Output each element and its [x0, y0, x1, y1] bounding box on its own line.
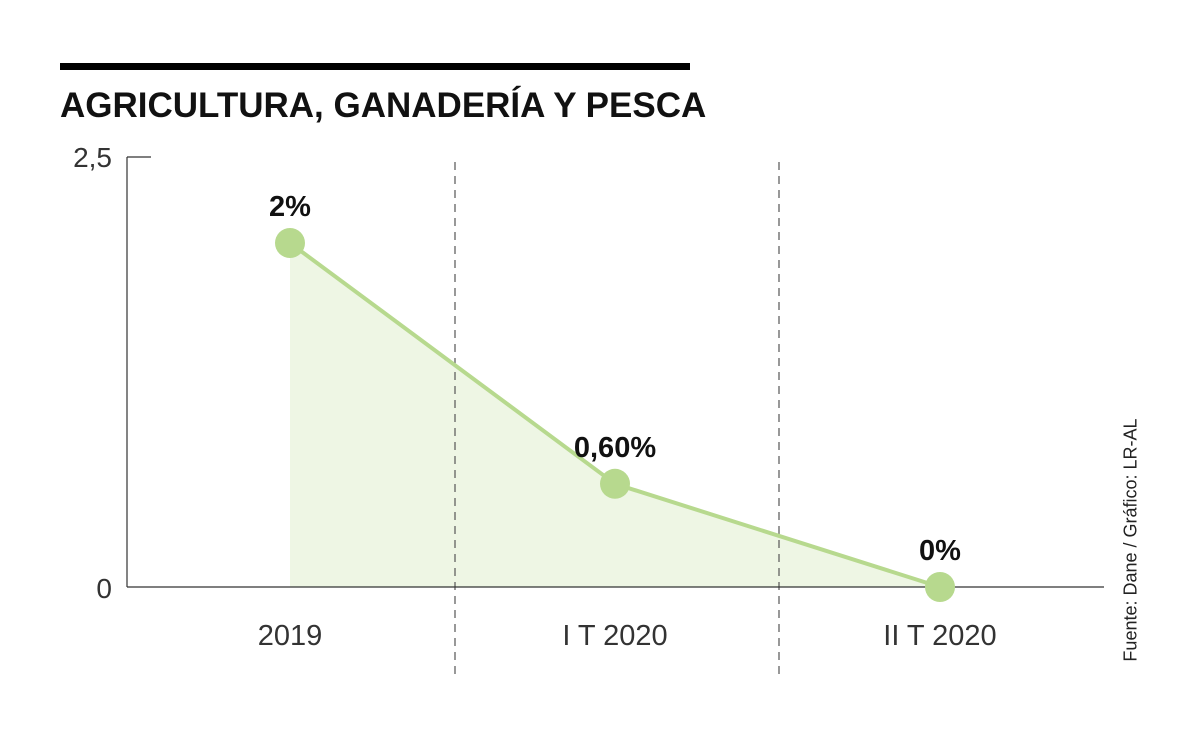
y-tick-label: 2,5 [73, 142, 112, 173]
area-fill [290, 243, 940, 587]
data-point [275, 228, 305, 258]
x-tick-label: II T 2020 [883, 620, 996, 652]
title-rule [60, 63, 690, 70]
data-point [600, 468, 630, 499]
y-tick-label: 0 [96, 573, 112, 604]
data-label: 0% [919, 535, 961, 567]
chart-title: AGRICULTURA, GANADERÍA Y PESCA [60, 86, 707, 125]
source-note: Fuente: Dane / Gráfico: LR-AL [1120, 418, 1141, 662]
x-tick-label: I T 2020 [562, 620, 667, 652]
data-label: 0,60% [574, 432, 656, 464]
x-tick-label: 2019 [258, 620, 323, 652]
data-label: 2% [269, 191, 311, 223]
data-point [925, 572, 955, 602]
